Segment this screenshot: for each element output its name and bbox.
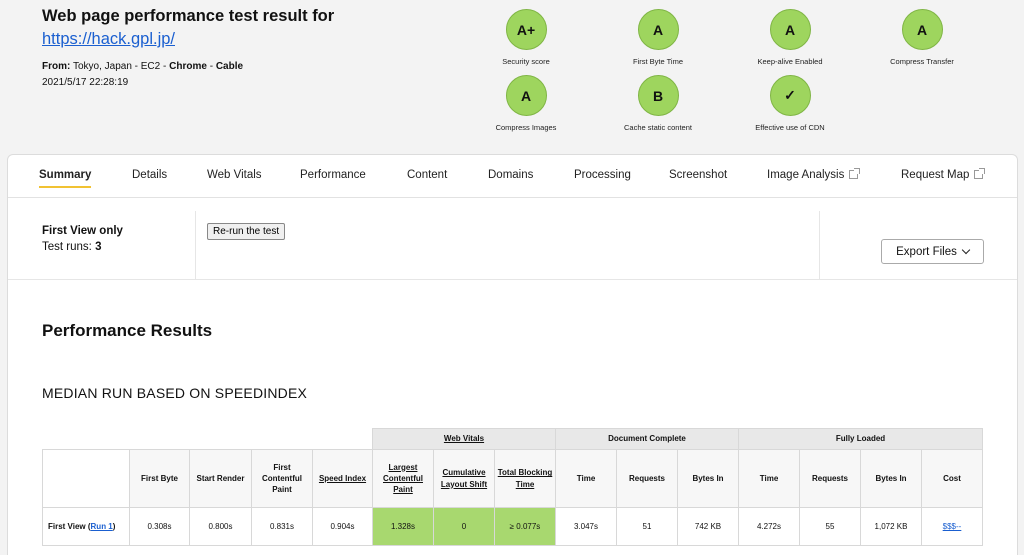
grade-circle: A [901, 9, 943, 50]
page-title: Web page performance test result for [42, 7, 335, 25]
grade-label: Effective use of CDN [755, 123, 825, 132]
tab-content[interactable]: Content [407, 169, 448, 181]
row-header-blank [42, 449, 130, 508]
tested-url-link[interactable]: https://hack.gpl.jp/ [42, 30, 175, 48]
group-fully-loaded: Fully Loaded [738, 428, 983, 450]
grade-label: First Byte Time [632, 57, 683, 66]
cell-doc-requests: 51 [616, 507, 678, 546]
group-web-vitals[interactable]: Web Vitals [372, 428, 556, 450]
external-link-icon [974, 168, 986, 179]
col-speed-index[interactable]: Speed Index [312, 449, 373, 508]
col-full-requests: Requests [799, 449, 861, 508]
tab-screenshot[interactable]: Screenshot [669, 169, 728, 181]
export-files-label: Export Files [896, 245, 957, 258]
divider [195, 211, 196, 279]
col-first-byte: First Byte [129, 449, 190, 508]
cell-cost[interactable]: $$$-- [921, 507, 983, 546]
col-doc-bytes-in: Bytes In [677, 449, 739, 508]
first-view-only-label: First View only [42, 225, 123, 237]
col-total-blocking-time[interactable]: Total Blocking Time [494, 449, 556, 508]
results-panel: Summary Details Web Vitals Performance C… [7, 154, 1018, 555]
col-doc-requests: Requests [616, 449, 678, 508]
col-first-contentful-paint: First Contentful Paint [251, 449, 313, 508]
performance-results-heading: Performance Results [42, 321, 213, 340]
external-link-icon [849, 168, 861, 179]
col-full-bytes-in: Bytes In [860, 449, 922, 508]
tab-details[interactable]: Details [132, 169, 168, 181]
tab-processing[interactable]: Processing [574, 169, 631, 181]
grade-label: Keep-alive Enabled [757, 57, 823, 66]
performance-results-table: Web Vitals Document Complete Fully Loade… [42, 428, 983, 546]
tab-web-vitals[interactable]: Web Vitals [207, 169, 262, 181]
export-files-button[interactable]: Export Files [881, 239, 984, 264]
cell-largest-contentful-paint: 1.328s [372, 507, 434, 546]
cell-full-time: 4.272s [738, 507, 800, 546]
row-label-first-view: First View (Run 1) [42, 507, 130, 546]
grade-security-score[interactable]: A+ Security score [461, 9, 591, 66]
grade-keep-alive[interactable]: A Keep-alive Enabled [725, 9, 855, 66]
grade-cache-static[interactable]: B Cache static content [593, 75, 723, 132]
grade-label: Cache static content [624, 123, 692, 132]
grade-compress-transfer[interactable]: A Compress Transfer [857, 9, 987, 66]
col-start-render: Start Render [189, 449, 252, 508]
cell-cumulative-layout-shift: 0 [433, 507, 495, 546]
tab-request-map[interactable]: Request Map [901, 168, 986, 181]
col-largest-contentful-paint[interactable]: Largest Contentful Paint [372, 449, 434, 508]
test-info-row: First View only Test runs: 3 Re-run the … [8, 211, 1017, 280]
col-doc-time: Time [555, 449, 617, 508]
grade-circle: B [637, 75, 679, 116]
grade-circle: A [637, 9, 679, 50]
cell-total-blocking-time: ≥ 0.077s [494, 507, 556, 546]
rerun-test-button[interactable]: Re-run the test [207, 223, 286, 240]
grade-circle: A [769, 9, 811, 50]
tab-summary[interactable]: Summary [39, 169, 92, 188]
table-row: First View (Run 1) 0.308s 0.800s 0.831s … [42, 507, 983, 546]
tab-domains[interactable]: Domains [488, 169, 534, 181]
median-run-label: MEDIAN RUN BASED ON SPEEDINDEX [42, 385, 308, 401]
checkmark-icon: ✓ [769, 75, 811, 116]
run-1-link[interactable]: Run 1 [90, 522, 113, 531]
grade-label: Compress Transfer [890, 57, 954, 66]
col-full-time: Time [738, 449, 800, 508]
cell-full-requests: 55 [799, 507, 861, 546]
col-cost: Cost [921, 449, 983, 508]
test-location: From: Tokyo, Japan - EC2 - Chrome - Cabl… [42, 61, 244, 72]
tab-image-analysis[interactable]: Image Analysis [767, 168, 861, 181]
cell-full-bytes-in: 1,072 KB [860, 507, 922, 546]
tab-bar: Summary Details Web Vitals Performance C… [8, 155, 1017, 198]
grade-compress-images[interactable]: A Compress Images [461, 75, 591, 132]
chevron-down-icon [961, 245, 971, 254]
grade-label: Security score [502, 57, 550, 66]
cell-start-render: 0.800s [189, 507, 252, 546]
cell-doc-time: 3.047s [555, 507, 617, 546]
grade-circle: A [505, 75, 547, 116]
grade-first-byte-time[interactable]: A First Byte Time [593, 9, 723, 66]
group-document-complete: Document Complete [555, 428, 739, 450]
test-runs: Test runs: 3 [42, 241, 102, 253]
cell-first-byte: 0.308s [129, 507, 190, 546]
grade-cdn[interactable]: ✓ Effective use of CDN [725, 75, 855, 132]
col-cumulative-layout-shift[interactable]: Cumulative Layout Shift [433, 449, 495, 508]
grade-circle: A+ [505, 9, 547, 50]
divider [819, 211, 820, 279]
test-date: 2021/5/17 22:28:19 [42, 77, 129, 88]
grade-label: Compress Images [495, 123, 557, 132]
cell-speed-index: 0.904s [312, 507, 373, 546]
cell-doc-bytes-in: 742 KB [677, 507, 739, 546]
tab-performance[interactable]: Performance [300, 169, 366, 181]
cell-first-contentful-paint: 0.831s [251, 507, 313, 546]
